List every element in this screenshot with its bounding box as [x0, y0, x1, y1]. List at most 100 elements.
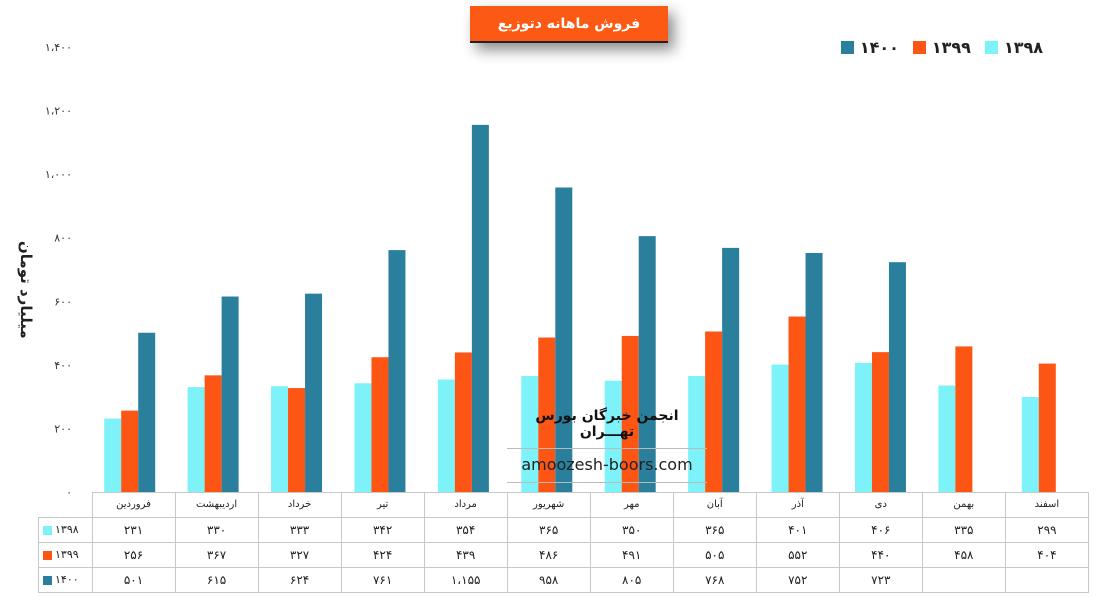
bar	[854, 362, 872, 492]
watermark-title: انجمن خبرگان بورس تهـــران	[507, 408, 707, 449]
bar	[187, 387, 205, 492]
bar	[288, 388, 306, 492]
data-label: ۷۶۸	[672, 566, 757, 593]
data-label: ۲۳۱	[91, 516, 176, 543]
bar	[805, 252, 823, 492]
table-row: ۱۳۹۹ ۲۵۶ ۳۶۷ ۳۲۷ ۴۲۴ ۴۳۹ ۴۸۶ ۴۹۱ ۵۰۵ ۵۵۲ ۴۴۰ ۴۵۸ ۴۰۴	[38, 541, 1090, 568]
x-tick-label: اردیبهشت	[174, 492, 259, 518]
bar	[771, 364, 789, 492]
table-row: ۱۳۹۸ ۲۳۱ ۳۳۰ ۳۳۳ ۳۴۲ ۳۵۴ ۳۶۵ ۳۵۰ ۳۶۵ ۴۰۱ ۴۰۶ ۳۳۵ ۲۹۹	[38, 516, 1090, 543]
legend-item: ۱۳۹۸	[984, 38, 1043, 57]
data-table: فروردین اردیبهشت خرداد تیر مرداد شهریور مهر آبا…	[38, 492, 1090, 593]
data-label: ۱،۱۵۵	[423, 566, 508, 593]
bar	[305, 293, 323, 492]
y-axis-title: میلیارد تومان	[17, 241, 35, 339]
table-row: ۱۴۰۰ ۵۰۱ ۶۱۵ ۶۲۴ ۷۶۱ ۱،۱۵۵ ۹۵۸ ۸۰۵ ۷۶۸ ۷۵۲ ۷۲۳	[38, 566, 1090, 593]
x-tick-label: دی	[838, 492, 923, 518]
bar	[638, 236, 656, 492]
y-tick-label: ۱،۲۰۰	[45, 105, 72, 118]
data-label: ۲۹۹	[1004, 516, 1090, 543]
bar	[388, 250, 406, 492]
x-tick-label: آبان	[672, 492, 757, 518]
data-label: ۷۲۳	[838, 566, 923, 593]
bar	[538, 337, 556, 492]
data-label: ۳۲۷	[257, 541, 342, 568]
bar	[204, 375, 222, 492]
data-label: ۴۵۸	[921, 541, 1006, 568]
data-label: ۷۵۲	[755, 566, 840, 593]
bar	[104, 418, 122, 492]
bar	[437, 379, 455, 492]
x-tick-label: بهمن	[921, 492, 1006, 518]
x-tick-label: آذر	[755, 492, 840, 518]
y-tick-label: ۲۰۰	[54, 422, 72, 435]
data-label: ۴۹۱	[589, 541, 674, 568]
data-label: ۴۰۴	[1004, 541, 1090, 568]
table-corner	[38, 492, 93, 518]
data-label: ۶۲۴	[257, 566, 342, 593]
bar	[1021, 396, 1039, 492]
series-label: ۱۳۹۹	[38, 541, 93, 568]
bar	[471, 124, 489, 492]
legend-swatch	[912, 41, 926, 54]
watermark: انجمن خبرگان بورس تهـــران amoozesh-boor…	[507, 408, 707, 483]
series-swatch	[43, 525, 52, 535]
bar	[788, 316, 806, 492]
bar	[1038, 363, 1056, 492]
bar	[354, 383, 372, 492]
bar	[221, 296, 239, 492]
x-tick-label: مرداد	[423, 492, 508, 518]
bar	[955, 346, 973, 492]
data-label: ۸۰۵	[589, 566, 674, 593]
bar	[604, 380, 622, 492]
bar	[121, 410, 139, 492]
x-tick-label: تیر	[340, 492, 425, 518]
legend-item: ۱۴۰۰	[840, 38, 899, 57]
series-swatch	[43, 550, 52, 560]
legend-label: ۱۳۹۸	[1003, 38, 1043, 57]
x-tick-label: اسفند	[1004, 492, 1090, 518]
series-swatch	[43, 575, 52, 585]
data-label: ۲۵۶	[91, 541, 176, 568]
y-tick-label: ۱،۰۰۰	[45, 168, 72, 181]
legend: ۱۳۹۸ ۱۳۹۹ ۱۴۰۰	[840, 38, 1043, 57]
bar	[705, 331, 723, 492]
x-tick-label: خرداد	[257, 492, 342, 518]
data-label: ۴۲۴	[340, 541, 425, 568]
bar	[688, 375, 706, 492]
data-label: ۳۵۰	[589, 516, 674, 543]
data-label: ۷۶۱	[340, 566, 425, 593]
legend-label: ۱۴۰۰	[859, 38, 899, 57]
data-label: ۳۶۷	[174, 541, 259, 568]
data-label: ۳۳۰	[174, 516, 259, 543]
data-label: ۹۵۸	[506, 566, 591, 593]
data-label: ۳۳۵	[921, 516, 1006, 543]
data-label: ۳۶۵	[672, 516, 757, 543]
data-label: ۴۰۶	[838, 516, 923, 543]
legend-item: ۱۳۹۹	[912, 38, 971, 57]
data-label: ۳۶۵	[506, 516, 591, 543]
bar	[555, 187, 573, 492]
watermark-url: amoozesh-boors.com	[507, 449, 707, 483]
y-tick-label: ۶۰۰	[54, 295, 72, 308]
data-label	[921, 566, 1006, 593]
data-label: ۳۴۲	[340, 516, 425, 543]
bar	[521, 375, 539, 492]
bar	[938, 385, 956, 492]
bar	[621, 335, 639, 492]
data-label: ۴۰۱	[755, 516, 840, 543]
y-tick-label: ۱،۴۰۰	[45, 41, 72, 54]
data-label: ۵۵۲	[755, 541, 840, 568]
bar	[871, 352, 889, 492]
data-label: ۴۳۹	[423, 541, 508, 568]
chart-title: فروش ماهانه دتوزیع	[470, 6, 668, 43]
bar	[454, 352, 472, 492]
legend-label: ۱۳۹۹	[931, 38, 971, 57]
legend-swatch	[984, 41, 998, 54]
x-tick-label: فروردین	[91, 492, 176, 518]
x-tick-label: مهر	[589, 492, 674, 518]
data-label	[1004, 566, 1090, 593]
legend-swatch	[840, 41, 854, 54]
data-label: ۳۳۳	[257, 516, 342, 543]
